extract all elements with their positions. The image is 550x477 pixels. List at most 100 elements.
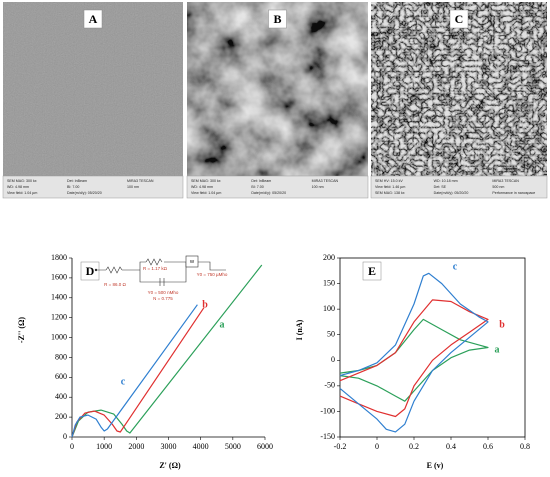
sem-info: 500 nm — [492, 185, 504, 189]
panel-label-box — [80, 261, 100, 281]
sem-info: View field: 1.04 µm — [7, 191, 37, 195]
circuit-label: R = 86.0 Ω — [104, 282, 126, 287]
x-tick-label: 0 — [70, 442, 74, 451]
series-label: a — [220, 319, 225, 330]
sem-images: SEM MAG: 300 kx Det: InBeam MIRA3 TESCAN WD… — [2, 2, 548, 199]
info-bar — [186, 175, 369, 199]
warburg-box — [185, 255, 199, 268]
terminal — [94, 268, 98, 272]
y-tick-label: -100 — [320, 406, 335, 415]
y-tick-label: 400 — [55, 392, 67, 401]
series-line — [339, 299, 489, 418]
x-tick-label: 0.4 — [446, 442, 456, 451]
series-line — [71, 264, 263, 438]
panel-label: E — [368, 264, 376, 278]
y-tick-label: -50 — [324, 381, 335, 390]
x-tick-label: 0.2 — [409, 442, 419, 451]
y-tick-label: 100 — [323, 304, 335, 313]
sem-info: WD: 4.98 mm — [191, 185, 213, 189]
plot-frame — [339, 257, 526, 438]
resistor — [105, 266, 123, 274]
sem-info: SEM MAG: 300 kx — [191, 179, 221, 183]
info-bar — [2, 175, 184, 199]
sem-info: View field: 1.04 µm — [191, 191, 221, 195]
charts: 0 1000 2000 3000 4000 5000 6000020040060080010… — [17, 253, 530, 470]
series-line — [339, 318, 489, 402]
sem-info: BI: 7.00 — [67, 185, 79, 189]
sem-info: SEM HV: 15.0 kV — [375, 179, 403, 183]
panel-label: B — [273, 12, 281, 26]
panel-label: A — [89, 12, 98, 26]
sem-info: MIRA3 TESCAN — [127, 179, 154, 183]
series-label: b — [499, 319, 505, 330]
series-label: c — [453, 261, 458, 272]
y-tick-label: 600 — [55, 372, 67, 381]
sem-info: Det: InBeam — [67, 179, 87, 183]
info-bar — [370, 175, 548, 199]
y-tick-label: 800 — [55, 352, 67, 361]
panel-label: C — [455, 12, 464, 26]
circuit-wire — [96, 261, 226, 283]
sem-info: Date(m/d/y): 05/20/20 — [434, 191, 469, 195]
sem-info: Performance in nanospace — [492, 191, 535, 195]
series-line — [71, 304, 198, 438]
sem-info: BI: 7.00 — [251, 185, 263, 189]
x-tick-label: 0 — [375, 442, 379, 451]
panel-label-box — [449, 9, 469, 29]
circuit-label: Y0 = 500 nMho — [148, 290, 179, 295]
x-axis-label: E (v) — [427, 461, 444, 470]
circuit-label: N = 0.775 — [153, 296, 173, 301]
x-tick-label: -0.2 — [334, 442, 347, 451]
panel-label-box — [362, 261, 382, 281]
sem-info: 100 nm — [312, 185, 324, 189]
sem-texture — [3, 2, 183, 176]
y-tick-label: 1200 — [51, 312, 67, 321]
panel-label-box — [268, 9, 287, 29]
series-label: c — [121, 376, 126, 387]
y-axis-label: I (nA) — [295, 319, 304, 340]
sem-info: Det: SE — [434, 185, 447, 189]
y-tick-label: -150 — [320, 432, 335, 441]
y-tick-label: 50 — [327, 330, 335, 339]
sem-texture — [187, 2, 368, 176]
sem-info: Det: InBeam — [251, 179, 271, 183]
sem-info: SEM MAG: 138 kx — [375, 191, 405, 195]
x-tick-label: 0.8 — [520, 442, 530, 451]
y-axis-label: -Z'' (Ω) — [17, 317, 26, 344]
circuit-label: Y0 = 750 µMho — [197, 272, 228, 277]
sem-info: WD: 10.18 mm — [434, 179, 458, 183]
series-label: b — [202, 299, 208, 310]
panel-label: D — [86, 264, 95, 278]
x-axis-label: Z' (Ω) — [159, 461, 181, 470]
resistor — [145, 258, 163, 266]
y-tick-label: 0 — [63, 432, 67, 441]
y-tick-label: 1600 — [51, 273, 67, 282]
y-tick-label: 0 — [331, 355, 335, 364]
series-line — [71, 307, 205, 438]
y-tick-label: 1000 — [51, 332, 67, 341]
y-tick-label: 150 — [323, 278, 335, 287]
sem-info: MIRA3 TESCAN — [492, 179, 519, 183]
series-label: a — [495, 344, 500, 355]
cpe — [159, 278, 168, 286]
y-tick-label: 1800 — [51, 253, 67, 262]
y-tick-label: 200 — [323, 253, 335, 262]
x-tick-label: 5000 — [225, 442, 241, 451]
sem-info: 100 nm — [127, 185, 139, 189]
x-tick-label: 6000 — [257, 442, 273, 451]
x-tick-label: 4000 — [193, 442, 209, 451]
y-tick-label: 1400 — [51, 293, 67, 302]
sem-info: Date(m/d/y): 05/20/20 — [67, 191, 102, 195]
sem-info: SEM MAG: 300 kx — [7, 179, 37, 183]
sem-info: Date(m/d/y): 05/20/20 — [251, 191, 286, 195]
circuit-label: W — [190, 259, 195, 264]
sem-info: View field: 1.46 µm — [375, 185, 405, 189]
circuit-label: R = 1.17 kΩ — [143, 266, 168, 271]
y-tick-label: 200 — [55, 412, 67, 421]
x-tick-label: 2000 — [128, 442, 144, 451]
sem-texture — [371, 2, 547, 176]
panel-label-box — [83, 9, 103, 29]
sem-info: WD: 4.98 mm — [7, 185, 29, 189]
series-line — [339, 272, 489, 433]
